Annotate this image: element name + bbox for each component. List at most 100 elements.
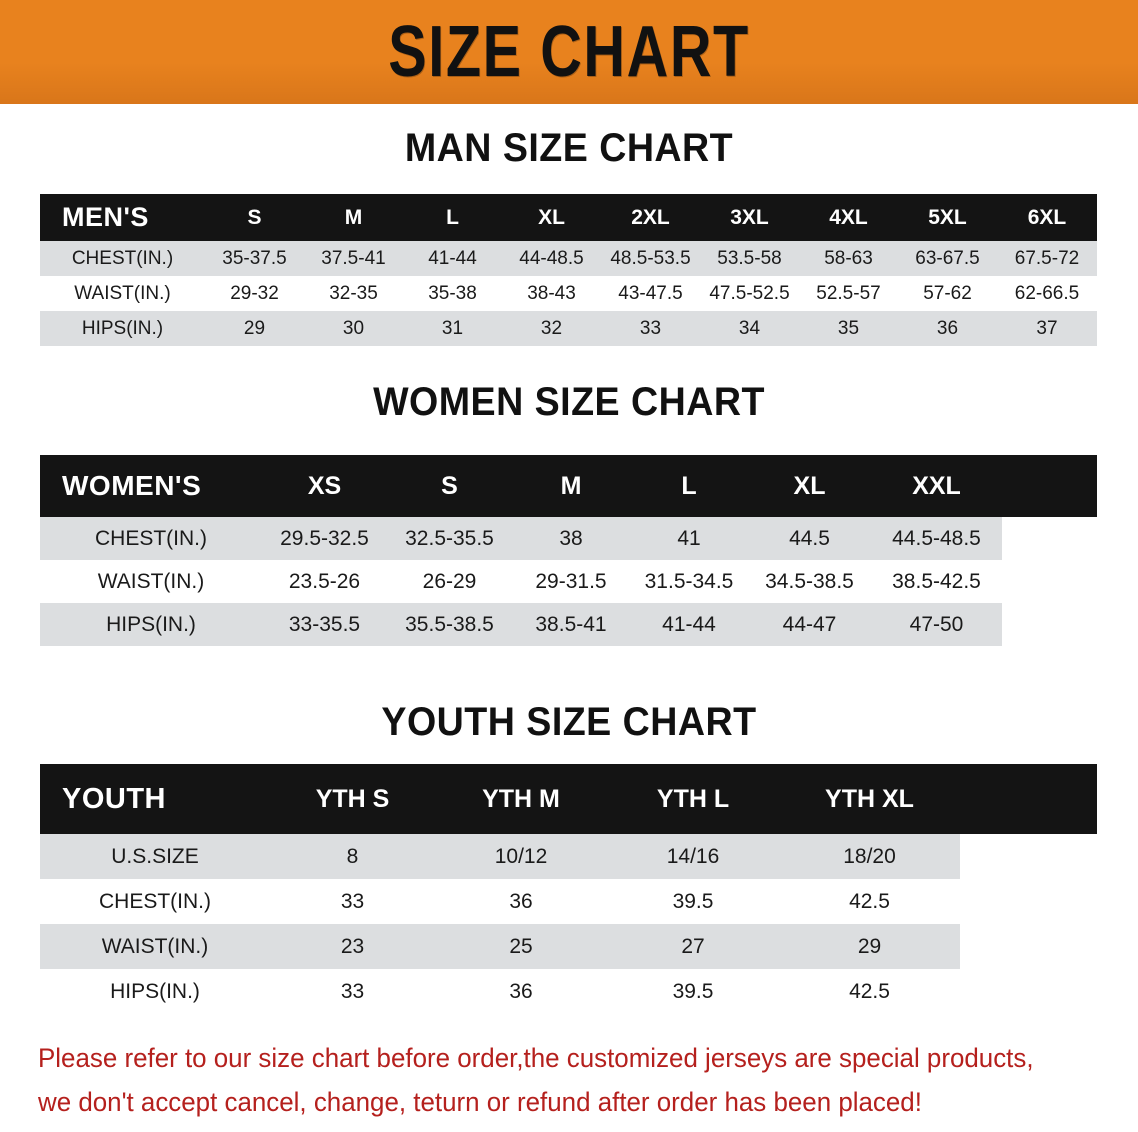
column-header-3xl: 3XL [700,194,799,241]
disclaimer-line-2: we don't accept cancel, change, teturn o… [38,1087,922,1117]
cell: 67.5-72 [997,241,1097,276]
cell: 62-66.5 [997,276,1097,311]
column-header-yth-xl: YTH XL [779,764,960,834]
cell: 37.5-41 [304,241,403,276]
cell: 38.5-41 [512,603,630,646]
column-header-xs: XS [262,455,387,517]
cell: 36 [898,311,997,346]
men-corner-label: MEN'S [40,194,205,241]
cell-filler [1002,517,1097,560]
cell: 35-37.5 [205,241,304,276]
cell: 32 [502,311,601,346]
cell: 10/12 [435,834,607,879]
table-header-row: YOUTH YTH S YTH M YTH L YTH XL [40,764,1097,834]
column-header-s: S [387,455,512,517]
cell: 58-63 [799,241,898,276]
cell: 32-35 [304,276,403,311]
table-row: HIPS(IN.) 29 30 31 32 33 34 35 36 37 [40,311,1097,346]
cell: 23 [270,924,435,969]
cell: 29 [205,311,304,346]
row-label-chest: CHEST(IN.) [40,517,262,560]
table-row: CHEST(IN.) 33 36 39.5 42.5 [40,879,1097,924]
cell: 38.5-42.5 [871,560,1002,603]
cell-filler [1002,603,1097,646]
man-size-table: MEN'S S M L XL 2XL 3XL 4XL 5XL 6XL CHEST… [40,194,1097,346]
cell: 14/16 [607,834,779,879]
header-filler [1002,455,1097,517]
table-row: HIPS(IN.) 33-35.5 35.5-38.5 38.5-41 41-4… [40,603,1097,646]
cell: 29-32 [205,276,304,311]
cell: 29-31.5 [512,560,630,603]
row-label-us-size: U.S.SIZE [40,834,270,879]
column-header-m: M [512,455,630,517]
column-header-m: M [304,194,403,241]
youth-corner-label: YOUTH [40,764,270,834]
cell: 48.5-53.5 [601,241,700,276]
table-row: WAIST(IN.) 23 25 27 29 [40,924,1097,969]
cell: 42.5 [779,969,960,1014]
column-header-s: S [205,194,304,241]
cell: 63-67.5 [898,241,997,276]
youth-size-table: YOUTH YTH S YTH M YTH L YTH XL U.S.SIZE … [40,764,1097,1014]
cell: 39.5 [607,879,779,924]
page-title: SIZE CHART [388,12,750,92]
disclaimer-text: Please refer to our size chart before or… [38,1036,1058,1124]
cell: 26-29 [387,560,512,603]
row-label-waist: WAIST(IN.) [40,276,205,311]
column-header-6xl: 6XL [997,194,1097,241]
column-header-xl: XL [502,194,601,241]
women-size-table: WOMEN'S XS S M L XL XXL CHEST(IN.) 29.5-… [40,455,1097,646]
cell: 41 [630,517,748,560]
table-row: WAIST(IN.) 23.5-26 26-29 29-31.5 31.5-34… [40,560,1097,603]
cell: 42.5 [779,879,960,924]
cell: 38-43 [502,276,601,311]
cell: 44-47 [748,603,871,646]
column-header-yth-s: YTH S [270,764,435,834]
cell: 39.5 [607,969,779,1014]
table-row: CHEST(IN.) 35-37.5 37.5-41 41-44 44-48.5… [40,241,1097,276]
cell: 33 [270,969,435,1014]
cell: 52.5-57 [799,276,898,311]
man-section-title: MAN SIZE CHART [404,126,734,170]
row-label-chest: CHEST(IN.) [40,241,205,276]
women-corner-label: WOMEN'S [40,455,262,517]
cell-filler [1002,560,1097,603]
cell-filler [960,969,1097,1014]
cell: 35-38 [403,276,502,311]
cell: 53.5-58 [700,241,799,276]
cell: 44.5-48.5 [871,517,1002,560]
cell: 35.5-38.5 [387,603,512,646]
cell: 29.5-32.5 [262,517,387,560]
cell-filler [960,834,1097,879]
cell: 33 [601,311,700,346]
row-label-chest: CHEST(IN.) [40,879,270,924]
disclaimer-line-1: Please refer to our size chart before or… [38,1043,1034,1073]
cell: 29 [779,924,960,969]
cell: 31.5-34.5 [630,560,748,603]
header-filler [960,764,1097,834]
table-row: CHEST(IN.) 29.5-32.5 32.5-35.5 38 41 44.… [40,517,1097,560]
column-header-5xl: 5XL [898,194,997,241]
column-header-yth-m: YTH M [435,764,607,834]
column-header-xl: XL [748,455,871,517]
cell: 30 [304,311,403,346]
cell: 34.5-38.5 [748,560,871,603]
row-label-hips: HIPS(IN.) [40,969,270,1014]
cell-filler [960,879,1097,924]
cell: 23.5-26 [262,560,387,603]
cell: 43-47.5 [601,276,700,311]
cell: 44.5 [748,517,871,560]
cell: 18/20 [779,834,960,879]
row-label-hips: HIPS(IN.) [40,603,262,646]
cell: 25 [435,924,607,969]
cell: 35 [799,311,898,346]
page-banner: SIZE CHART [0,0,1138,104]
column-header-4xl: 4XL [799,194,898,241]
women-section-title: WOMEN SIZE CHART [373,380,765,424]
cell: 37 [997,311,1097,346]
table-row: WAIST(IN.) 29-32 32-35 35-38 38-43 43-47… [40,276,1097,311]
row-label-waist: WAIST(IN.) [40,560,262,603]
column-header-l: L [630,455,748,517]
cell: 44-48.5 [502,241,601,276]
cell: 32.5-35.5 [387,517,512,560]
